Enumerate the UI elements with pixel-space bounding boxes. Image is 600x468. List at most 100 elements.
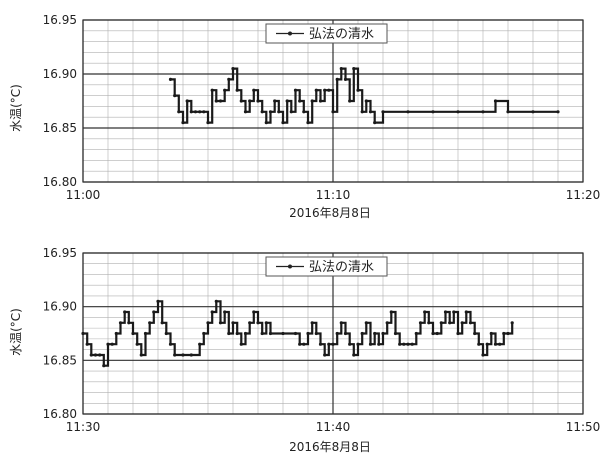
data-point: [302, 342, 306, 346]
data-point: [127, 321, 131, 325]
data-point: [231, 67, 235, 71]
data-point: [506, 331, 510, 336]
data-point: [318, 99, 323, 103]
chart-1-legend: 弘法の清水: [265, 23, 388, 44]
data-point: [243, 331, 248, 336]
data-point: [443, 310, 448, 314]
data-point: [252, 88, 256, 92]
chart-1-x-axis-label: 2016年8月8日: [289, 206, 371, 220]
data-point: [381, 331, 385, 336]
data-point: [348, 342, 352, 346]
data-point: [306, 331, 310, 336]
data-point: [281, 331, 285, 336]
data-point: [331, 342, 335, 346]
data-point: [385, 321, 389, 325]
data-point: [193, 110, 198, 114]
data-point: [189, 353, 193, 357]
chart-1-points: [168, 67, 560, 125]
data-point: [168, 77, 173, 81]
chart-2-legend-box: [265, 256, 388, 277]
data-point: [339, 67, 343, 71]
y-tick-label: 16.85: [43, 353, 77, 367]
data-point: [218, 321, 223, 325]
data-point: [352, 353, 356, 357]
data-point: [177, 110, 181, 114]
data-point: [214, 299, 218, 303]
data-point: [210, 88, 214, 92]
data-point: [402, 342, 406, 346]
data-point: [239, 99, 243, 103]
data-point: [289, 110, 293, 114]
y-tick-label: 16.95: [43, 246, 77, 260]
data-point: [410, 342, 414, 346]
data-point: [256, 321, 260, 325]
data-point: [181, 353, 185, 357]
data-point: [427, 321, 431, 325]
data-point: [414, 331, 418, 336]
data-point: [306, 121, 310, 125]
data-point: [235, 331, 239, 336]
x-tick-label: 11:40: [316, 420, 351, 434]
data-point: [214, 99, 218, 103]
data-point: [506, 110, 510, 114]
data-point: [435, 331, 439, 336]
chart-2-x-axis-label: 2016年8月8日: [289, 440, 371, 454]
data-point: [327, 88, 331, 92]
data-point: [423, 310, 427, 314]
data-point: [464, 310, 468, 314]
data-point: [302, 110, 306, 114]
data-point: [210, 310, 214, 314]
data-point: [406, 110, 410, 114]
y-tick-label: 16.95: [43, 13, 77, 27]
series-line: [83, 300, 514, 367]
data-point: [243, 110, 248, 114]
data-point: [360, 110, 364, 114]
data-point: [202, 110, 206, 114]
data-point: [310, 321, 314, 325]
chart-2: 16.95 16.90 16.85 16.80 11:30 11:40 11:50 水温(…: [9, 246, 600, 454]
chart-1-x-ticks: 11:00 11:10 11:20: [66, 188, 600, 202]
data-point: [473, 331, 477, 336]
data-point: [98, 353, 102, 357]
chart-2-y-axis-label: 水温(°C): [9, 308, 23, 356]
data-point: [223, 88, 227, 92]
data-point: [189, 110, 193, 114]
chart-2-legend: 弘法の清水: [265, 256, 388, 277]
x-tick-label: 11:00: [66, 188, 101, 202]
data-point: [448, 321, 452, 325]
data-point: [335, 331, 339, 336]
data-point: [481, 353, 485, 357]
data-point: [268, 110, 273, 114]
data-point: [327, 342, 331, 346]
data-point: [293, 331, 298, 336]
data-point: [131, 331, 135, 336]
data-point: [431, 110, 435, 114]
data-point: [252, 310, 256, 314]
data-point: [373, 331, 377, 336]
data-point: [118, 321, 123, 325]
data-point: [198, 342, 202, 346]
data-point: [531, 110, 535, 114]
data-point: [556, 110, 560, 114]
data-point: [102, 364, 106, 368]
data-point: [485, 342, 489, 346]
series-line: [170, 67, 558, 124]
data-point: [418, 321, 423, 325]
data-point: [439, 321, 443, 325]
data-point: [323, 353, 327, 357]
data-point: [352, 67, 356, 71]
data-point: [293, 88, 298, 92]
data-point: [318, 342, 323, 346]
chart-1-legend-marker: [288, 31, 292, 36]
data-point: [481, 110, 485, 114]
data-point: [248, 321, 252, 325]
data-point: [452, 310, 456, 314]
data-point: [206, 121, 210, 125]
y-tick-label: 16.90: [43, 67, 77, 81]
data-point: [377, 342, 381, 346]
data-point: [164, 331, 168, 336]
data-point: [160, 321, 164, 325]
data-point: [477, 342, 481, 346]
data-point: [218, 99, 223, 103]
